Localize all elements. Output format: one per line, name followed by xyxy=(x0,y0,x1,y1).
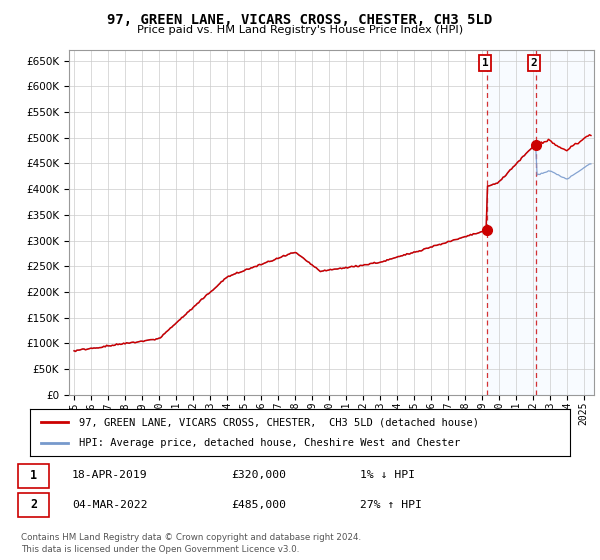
Text: 18-APR-2019: 18-APR-2019 xyxy=(72,470,148,480)
Bar xyxy=(487,50,536,395)
Text: 97, GREEN LANE, VICARS CROSS, CHESTER,  CH3 5LD (detached house): 97, GREEN LANE, VICARS CROSS, CHESTER, C… xyxy=(79,417,479,427)
Text: 1: 1 xyxy=(482,58,488,68)
Text: £485,000: £485,000 xyxy=(231,500,286,510)
Text: Contains HM Land Registry data © Crown copyright and database right 2024.
This d: Contains HM Land Registry data © Crown c… xyxy=(21,533,361,554)
Text: 27% ↑ HPI: 27% ↑ HPI xyxy=(360,500,422,510)
Text: 2: 2 xyxy=(530,58,538,68)
Text: 1: 1 xyxy=(30,469,37,482)
Bar xyxy=(536,50,600,395)
Text: HPI: Average price, detached house, Cheshire West and Chester: HPI: Average price, detached house, Ches… xyxy=(79,438,460,448)
Text: Price paid vs. HM Land Registry's House Price Index (HPI): Price paid vs. HM Land Registry's House … xyxy=(137,25,463,35)
Text: 1% ↓ HPI: 1% ↓ HPI xyxy=(360,470,415,480)
Text: 97, GREEN LANE, VICARS CROSS, CHESTER, CH3 5LD: 97, GREEN LANE, VICARS CROSS, CHESTER, C… xyxy=(107,13,493,27)
Text: 2: 2 xyxy=(30,498,37,511)
Text: 04-MAR-2022: 04-MAR-2022 xyxy=(72,500,148,510)
Text: £320,000: £320,000 xyxy=(231,470,286,480)
